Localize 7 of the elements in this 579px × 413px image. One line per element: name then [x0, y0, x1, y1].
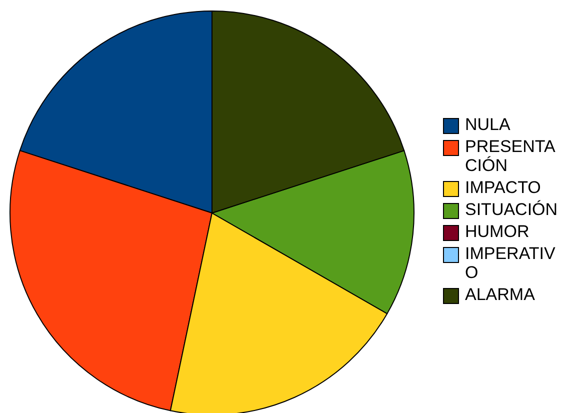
legend-label: IMPERATIVO: [465, 244, 556, 282]
legend-label: HUMOR: [465, 222, 530, 240]
legend-label: SITUACIÓN: [465, 200, 559, 218]
legend-label: PRESENTACIÓN: [465, 136, 556, 174]
legend-label: ALARMA: [465, 284, 536, 304]
legend-label: NULA: [465, 114, 512, 134]
legend-label: IMPACTO: [465, 178, 542, 196]
